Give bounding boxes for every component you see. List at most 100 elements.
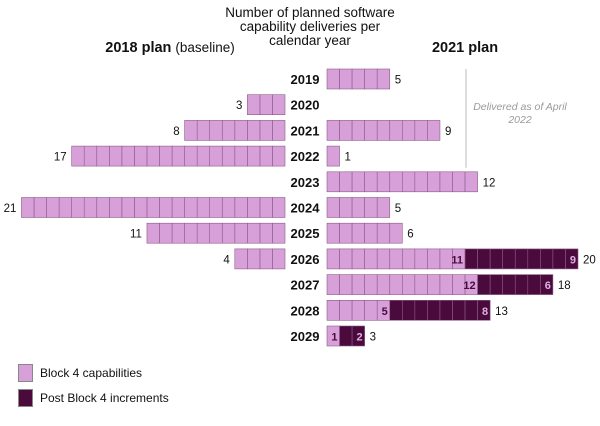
- baseline-bar-cell: [259, 145, 273, 167]
- block4-bar-cell: [326, 197, 340, 218]
- block4-bar-cell: [351, 197, 365, 218]
- year-label: 2026: [291, 252, 320, 267]
- block4-bar-cell: [364, 248, 378, 270]
- block4-bar-cell: [427, 120, 441, 141]
- baseline-value-label: 11: [130, 229, 142, 241]
- block4-segment-label: 11: [451, 254, 463, 266]
- post-block4-bar-cell: [502, 248, 516, 270]
- block4-bar-cell: [452, 171, 466, 193]
- post-segment-label: 6: [545, 280, 551, 292]
- block4-bar-cell: [339, 274, 353, 295]
- block4-bar-cell: [364, 274, 378, 295]
- post-block4-bar-cell: [514, 274, 529, 295]
- legend: Block 4 capabilities Post Block 4 increm…: [10, 353, 190, 413]
- year-label: 2024: [291, 201, 321, 216]
- block4-bar-cell: [339, 171, 353, 193]
- block4-bar-cell: [376, 222, 391, 244]
- block4-bar-cell: [376, 68, 391, 90]
- baseline-bar-cell: [159, 145, 173, 167]
- total-value-label: 20: [583, 254, 596, 266]
- post-block4-bar-cell: [477, 299, 491, 321]
- baseline-value-label: 3: [236, 100, 242, 112]
- baseline-bar-cell: [184, 145, 198, 167]
- year-label: 2023: [291, 175, 320, 190]
- baseline-bar-cell: [247, 94, 261, 115]
- block4-bar-cell: [389, 248, 403, 270]
- left-panel-subtitle: (baseline): [175, 40, 235, 55]
- baseline-bar-cell: [272, 222, 286, 244]
- block4-bar-cell: [439, 171, 453, 193]
- baseline-bar-cell: [121, 145, 135, 167]
- post-segment-label: 2: [357, 332, 363, 344]
- baseline-bar-cell: [209, 145, 223, 167]
- block4-bar-cell: [326, 145, 340, 167]
- block4-bar-cell: [351, 120, 365, 141]
- block4-segment-label: 5: [382, 306, 388, 318]
- block4-bar-cell: [401, 171, 416, 193]
- block4-bar-cell: [364, 197, 378, 218]
- baseline-bar-cell: [159, 197, 173, 218]
- baseline-bar-cell: [184, 120, 198, 141]
- post-block4-bar-cell: [540, 274, 554, 295]
- baseline-bar-cell: [209, 197, 223, 218]
- block4-bar-cell: [427, 171, 441, 193]
- post-block4-bar-cell: [389, 299, 403, 321]
- baseline-bar-cell: [247, 197, 261, 218]
- block4-bar-cell: [326, 120, 340, 141]
- total-value-label: 1: [345, 152, 351, 164]
- block4-bar-cell: [339, 299, 353, 321]
- baseline-bar-cell: [33, 197, 47, 218]
- baseline-bar-cell: [221, 145, 236, 167]
- baseline-bar-cell: [234, 145, 248, 167]
- baseline-bar-cell: [146, 197, 160, 218]
- baseline-bar-cell: [71, 145, 85, 167]
- block4-bar-cell: [339, 222, 353, 244]
- block4-bar-cell: [351, 222, 365, 244]
- block4-bar-cell: [339, 120, 353, 141]
- baseline-bar-cell: [259, 248, 273, 270]
- block4-bar-cell: [427, 248, 441, 270]
- block4-bar-cell: [364, 120, 378, 141]
- year-label: 2020: [291, 98, 320, 113]
- baseline-bar-cell: [134, 197, 148, 218]
- baseline-value-label: 21: [4, 203, 17, 215]
- total-value-label: 9: [445, 126, 451, 138]
- baseline-bar-cell: [247, 120, 261, 141]
- block4-bar-cell: [414, 248, 428, 270]
- post-block4-bar-cell: [351, 325, 365, 347]
- chart-title: Number of planned software capability de…: [225, 5, 395, 48]
- block4-bar-cell: [339, 248, 353, 270]
- baseline-bar-cell: [221, 120, 236, 141]
- baseline-bar-cell: [259, 120, 273, 141]
- legend-label-post-block4: Post Block 4 increments: [40, 391, 169, 405]
- block4-bar-cell: [414, 120, 428, 141]
- block4-bar-cell: [401, 120, 416, 141]
- block4-bar-cell: [351, 171, 365, 193]
- baseline-value-label: 8: [173, 126, 179, 138]
- post-block4-bar-cell: [427, 299, 441, 321]
- block4-bar-cell: [326, 68, 340, 90]
- block4-bar-cell: [339, 197, 353, 218]
- post-block4-bar-cell: [464, 248, 478, 270]
- block4-bar-cell: [376, 120, 391, 141]
- baseline-bar-cell: [234, 248, 248, 270]
- total-value-label: 5: [395, 203, 401, 215]
- baseline-bar-cell: [121, 197, 135, 218]
- baseline-bar-cell: [171, 145, 185, 167]
- block4-bar-cell: [364, 222, 378, 244]
- year-label: 2027: [291, 278, 320, 293]
- baseline-bar-cell: [272, 94, 286, 115]
- baseline-bar-cell: [234, 197, 248, 218]
- baseline-value-label: 4: [223, 254, 230, 266]
- block4-bar-cell: [439, 274, 453, 295]
- block4-bar-cell: [414, 274, 428, 295]
- block4-bar-cell: [364, 68, 378, 90]
- block4-bar-cell: [376, 171, 391, 193]
- post-block4-bar-cell: [527, 248, 541, 270]
- baseline-bar-cell: [259, 94, 273, 115]
- legend-label-block4: Block 4 capabilities: [40, 366, 143, 380]
- baseline-bar-cell: [272, 120, 286, 141]
- block4-bar-cell: [326, 248, 340, 270]
- baseline-bar-cell: [58, 197, 72, 218]
